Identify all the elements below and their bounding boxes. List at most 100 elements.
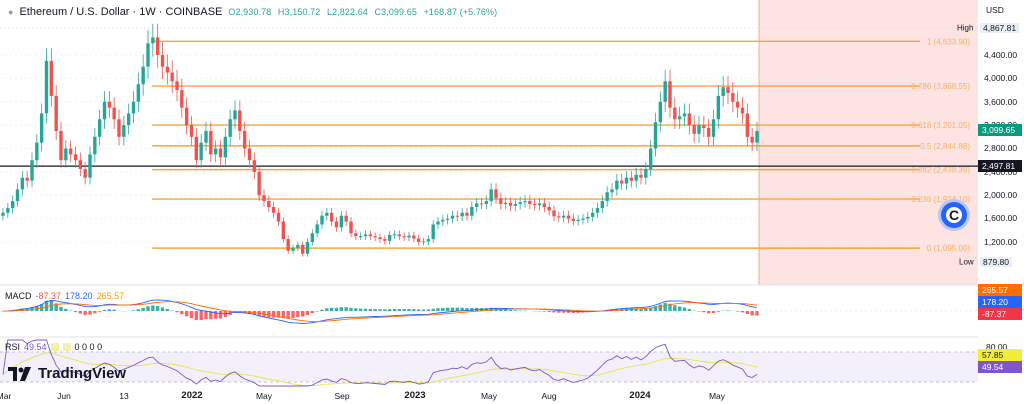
- candle-down: [218, 148, 223, 158]
- candle-down: [726, 87, 730, 93]
- candle-down: [402, 236, 406, 238]
- time-tick: Jun: [57, 391, 71, 401]
- time-tick: 13: [119, 391, 129, 401]
- candle-down: [455, 215, 460, 217]
- rsi-line: [2, 339, 758, 387]
- fib-level-label: 0.236 (1,934.10): [911, 195, 970, 204]
- price-tick: 2,000.00: [984, 190, 1018, 200]
- macd-histogram-bar: [639, 308, 643, 311]
- rsi-value: 49.54: [24, 342, 47, 352]
- macd-histogram-bar: [276, 311, 281, 318]
- macd-histogram-bar: [460, 307, 464, 311]
- candle-down: [687, 113, 692, 126]
- candle-down: [281, 221, 286, 240]
- price-axis[interactable]: USD 4,400.00 4,000.00 3,600.00 3,200.00 …: [978, 0, 1024, 390]
- candle-up: [523, 201, 527, 203]
- candle-up: [697, 125, 701, 134]
- candle-down: [209, 130, 213, 155]
- candle-down: [257, 171, 261, 196]
- symbol-title[interactable]: Ethereum / U.S. Dollar · 1W · COINBASE: [19, 6, 223, 18]
- macd-legend[interactable]: MACD -87.37 178.20 265.57: [5, 291, 124, 301]
- candle-up: [407, 235, 411, 238]
- candle-down: [286, 239, 290, 251]
- candle-up: [35, 142, 39, 161]
- macd-histogram-bar: [78, 311, 83, 314]
- candle-up: [30, 160, 34, 181]
- candle-up: [363, 234, 368, 237]
- macd-histogram-bar: [349, 307, 353, 311]
- macd-histogram-bar: [20, 308, 25, 311]
- legend-toggle-icon[interactable]: ●: [8, 7, 14, 17]
- macd-histogram-bar: [339, 307, 344, 311]
- macd-histogram-bar: [310, 311, 315, 314]
- candle-up: [6, 208, 10, 213]
- macd-histogram-bar: [441, 307, 445, 311]
- candle-up: [64, 148, 68, 161]
- candle-down: [629, 177, 634, 181]
- candle-up: [537, 203, 542, 206]
- candle-up: [682, 113, 687, 117]
- macd-histogram-bar: [175, 311, 179, 313]
- candle-up: [97, 119, 102, 137]
- tradingview-logo[interactable]: TradingView: [8, 365, 126, 382]
- macd-histogram-bar: [373, 309, 377, 311]
- macd-histogram-bar: [421, 309, 426, 311]
- candle-up: [88, 154, 92, 178]
- candle-up: [310, 233, 315, 242]
- macd-histogram-bar: [644, 308, 648, 311]
- macd-histogram-bar: [436, 308, 440, 311]
- candle-down: [180, 90, 184, 108]
- candle-down: [300, 244, 305, 254]
- time-tick: May: [255, 391, 273, 401]
- macd-histogram-bar: [93, 311, 97, 314]
- macd-histogram-bar: [547, 311, 551, 312]
- macd-histogram-bar: [682, 307, 687, 311]
- candle-up: [213, 148, 218, 155]
- candle-up: [450, 215, 455, 219]
- candle-up: [44, 60, 49, 114]
- macd-histogram-bar: [209, 311, 213, 320]
- candle-up: [634, 174, 638, 181]
- candle-down: [571, 218, 576, 221]
- rsi-ma-swatch-2: [62, 343, 71, 351]
- time-axis[interactable]: Mar Jun 13 2022 May Sep 2023 May Aug 202…: [0, 388, 978, 404]
- candle-down: [165, 66, 170, 73]
- macd-histogram-bar: [286, 311, 290, 319]
- candle-down: [552, 210, 556, 217]
- macd-histogram-bar: [97, 311, 102, 312]
- candle-down: [731, 92, 735, 102]
- candle-up: [513, 204, 518, 206]
- candle-up: [291, 247, 295, 251]
- macd-histogram-bar: [305, 311, 310, 316]
- high-value: H3,150.72: [277, 7, 321, 17]
- low-value: L2,822.64: [326, 7, 368, 17]
- macd-histogram-bar: [455, 307, 460, 311]
- candle-down: [378, 237, 382, 240]
- candle-up: [755, 130, 759, 143]
- macd-histogram-bar: [180, 311, 184, 315]
- candle-down: [692, 125, 696, 134]
- fib-level-label: 0.618 (3,201.05): [911, 121, 970, 130]
- candle-down: [170, 72, 174, 82]
- candle-up: [233, 110, 237, 120]
- candle-up: [711, 119, 716, 137]
- candle-up: [445, 218, 450, 220]
- last-price-tag: 3,099.65: [978, 124, 1022, 136]
- candle-down: [73, 154, 78, 161]
- candle-down: [368, 234, 373, 237]
- time-tick-year: 2022: [181, 390, 203, 401]
- candle-up: [421, 241, 426, 243]
- ohlc-values: O2,930.78 H3,150.72 L2,822.64 C3,099.65 …: [228, 7, 501, 17]
- candle-up: [470, 206, 474, 216]
- macd-histogram-bar: [49, 300, 54, 311]
- macd-histogram-bar: [184, 311, 189, 317]
- currency-unit[interactable]: USD: [986, 5, 1004, 15]
- candle-up: [93, 136, 97, 155]
- rsi-legend[interactable]: RSI 49.54 0 0 0 0: [5, 342, 102, 352]
- rsi-ma-tag: 57.85: [978, 349, 1022, 361]
- rsi-value-tag: 49.54: [978, 361, 1022, 373]
- macd-signal-value: 265.57: [96, 291, 125, 301]
- macd-histogram-bar: [634, 308, 638, 311]
